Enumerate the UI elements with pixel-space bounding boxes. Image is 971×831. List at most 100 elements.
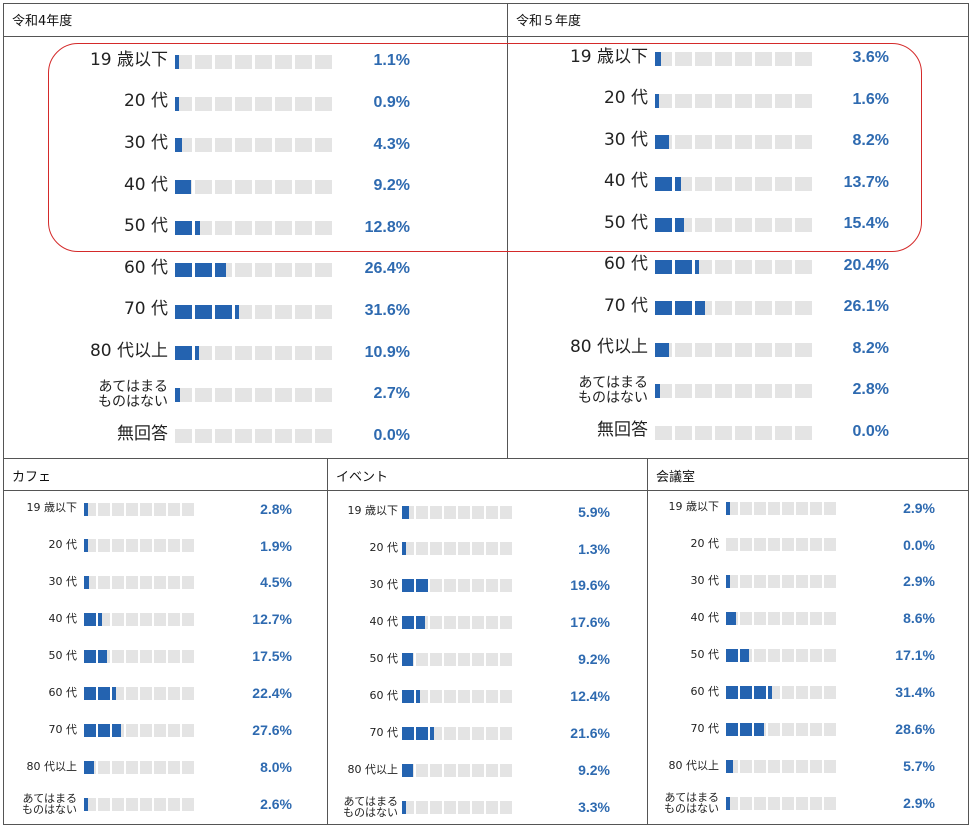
bar-segment xyxy=(754,759,766,773)
bar-segment xyxy=(775,135,792,149)
bar-fill xyxy=(430,726,434,740)
bar-segment xyxy=(154,797,166,811)
bar-fill xyxy=(84,723,96,737)
bar-segment xyxy=(735,218,752,232)
bar-segment xyxy=(782,759,794,773)
value-label: 4.3% xyxy=(373,135,410,153)
bar-segment xyxy=(810,575,822,589)
bar-segment xyxy=(182,650,194,664)
category-label: 40 代 xyxy=(123,174,168,195)
bar-segment xyxy=(458,690,470,703)
bar-segment xyxy=(416,653,428,667)
bar xyxy=(402,579,512,593)
value-label: 1.1% xyxy=(373,52,410,70)
bar xyxy=(402,763,512,777)
bar-segment xyxy=(675,176,692,191)
bar-fill xyxy=(175,96,179,111)
bar-fill xyxy=(402,726,414,740)
bar-segment xyxy=(795,384,812,398)
bar-segment xyxy=(655,176,672,191)
bar xyxy=(84,502,194,516)
bar-fill xyxy=(195,346,199,361)
category-label: あてはまる ものはない xyxy=(98,379,168,410)
bar-segment xyxy=(486,690,498,703)
bar-segment xyxy=(416,800,428,814)
bar-segment xyxy=(655,425,672,440)
bar-segment xyxy=(275,96,292,111)
bar-segment xyxy=(168,797,180,811)
bar-segment xyxy=(255,179,272,194)
bar-segment xyxy=(126,576,138,590)
bar-segment xyxy=(472,763,484,777)
bar-segment xyxy=(215,138,232,153)
bar-segment xyxy=(430,800,442,814)
bar-segment xyxy=(810,501,822,515)
bar xyxy=(175,304,332,319)
value-label: 12.4% xyxy=(570,688,610,705)
bar-segment xyxy=(126,797,138,811)
value-label: 1.3% xyxy=(578,540,610,557)
bar-segment xyxy=(754,612,766,626)
bar-segment xyxy=(458,616,470,630)
value-label: 0.9% xyxy=(373,94,410,111)
category-label: 80 代以上 xyxy=(89,341,168,361)
category-label: 40 代 xyxy=(603,171,648,192)
bar-segment xyxy=(735,342,752,357)
bar-segment xyxy=(295,429,312,444)
bar-segment xyxy=(810,538,822,552)
bar-segment xyxy=(695,218,712,232)
bar-fill xyxy=(695,301,706,315)
bar-segment xyxy=(795,342,812,357)
category-label: 20 代 xyxy=(48,538,78,552)
bar-segment xyxy=(824,722,836,736)
category-label: 40 代 xyxy=(48,612,78,626)
value-label: 21.6% xyxy=(570,725,610,741)
panel-title-event: イベント xyxy=(336,470,389,485)
bar-segment xyxy=(795,52,812,66)
bar-segment xyxy=(796,796,808,810)
bar-segment xyxy=(126,723,138,737)
value-label: 2.8% xyxy=(852,381,889,399)
category-label: 70 代 xyxy=(690,721,720,735)
value-label: 26.1% xyxy=(843,298,889,316)
bar xyxy=(175,263,332,277)
bar-segment xyxy=(768,501,780,515)
bar-segment xyxy=(740,575,752,589)
bar-segment xyxy=(84,576,96,590)
bar-segment xyxy=(824,759,836,773)
bar-segment xyxy=(98,539,110,553)
middle-divider xyxy=(3,458,969,459)
category-label: 20 代 xyxy=(603,88,648,109)
bar-segment xyxy=(726,796,738,810)
bar-segment xyxy=(140,539,152,553)
bar xyxy=(175,179,332,194)
bar xyxy=(655,301,812,315)
bar xyxy=(655,218,812,232)
bar-fill xyxy=(754,722,765,736)
bar-fill xyxy=(655,218,672,232)
bar-segment xyxy=(84,687,96,700)
bar-fill xyxy=(195,304,212,319)
bar-segment xyxy=(402,653,414,667)
bar-segment xyxy=(796,575,808,589)
bar-segment xyxy=(675,135,692,149)
bar-segment xyxy=(768,538,780,552)
bar xyxy=(84,576,194,590)
bar-segment xyxy=(782,612,794,626)
bar-segment xyxy=(695,342,712,357)
bar-segment xyxy=(295,138,312,153)
bar-segment xyxy=(782,575,794,589)
bar-segment xyxy=(655,301,672,315)
bar-segment xyxy=(430,763,442,777)
bar-segment xyxy=(195,138,212,153)
bar-segment xyxy=(486,800,498,814)
bar-fill xyxy=(416,616,426,630)
bar-segment xyxy=(782,796,794,810)
bar-segment xyxy=(486,579,498,593)
value-label: 17.1% xyxy=(895,647,935,664)
bar-segment xyxy=(775,218,792,232)
bar-segment xyxy=(416,505,428,519)
bar-segment xyxy=(715,93,732,108)
bar-segment xyxy=(126,687,138,700)
bar-segment xyxy=(315,96,332,111)
